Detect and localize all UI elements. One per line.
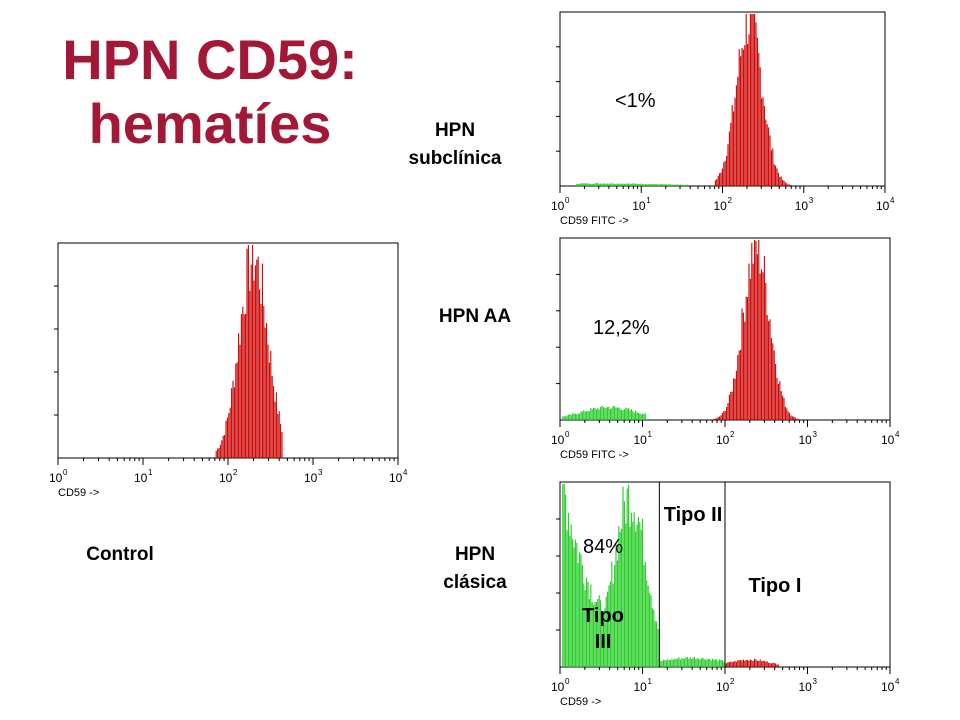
x-axis-label: CD59 ->: [560, 696, 601, 708]
slide-title: HPN CD59: hematíes: [40, 28, 380, 156]
x-tick-exponent: 1: [148, 468, 153, 477]
x-tick-label: 10: [634, 680, 648, 694]
x-tick-exponent: 1: [648, 430, 653, 439]
label-clasica: HPN clásica: [410, 541, 540, 597]
plot-frame: [559, 11, 886, 187]
x-tick-exponent: 2: [233, 468, 238, 477]
x-tick-label: 10: [881, 433, 895, 447]
label-aa: HPN AA: [438, 306, 512, 327]
x-tick-label: 10: [304, 471, 318, 485]
x-tick-exponent: 0: [565, 196, 570, 205]
percentage-annotation: <1%: [615, 90, 656, 112]
x-tick-label: 10: [389, 471, 403, 485]
x-tick-exponent: 1: [646, 196, 651, 205]
x-tick-exponent: 3: [809, 196, 814, 205]
x-tick-exponent: 4: [895, 430, 900, 439]
gate-label: Tipo I: [749, 575, 802, 597]
x-tick-label: 10: [49, 471, 63, 485]
x-tick-label: 10: [551, 199, 565, 213]
plot-frame: [57, 242, 399, 459]
x-tick-exponent: 4: [890, 196, 895, 205]
gate-label: Tipo II: [664, 504, 723, 526]
x-tick-label: 10: [634, 433, 648, 447]
x-axis-label: CD59 ->: [58, 487, 99, 499]
x-tick-label: 10: [551, 680, 565, 694]
x-tick-label: 10: [716, 433, 730, 447]
x-tick-label: 10: [632, 199, 646, 213]
gate-label: Tipo: [582, 605, 624, 627]
x-tick-exponent: 0: [565, 430, 570, 439]
x-tick-exponent: 0: [63, 468, 68, 477]
x-tick-exponent: 1: [648, 677, 653, 686]
x-tick-label: 10: [714, 199, 728, 213]
label-subclinica-line2: subclínica: [408, 148, 502, 169]
percentage-annotation: 84%: [583, 536, 623, 558]
percentage-annotation: 12,2%: [593, 317, 650, 339]
x-tick-exponent: 0: [565, 677, 570, 686]
x-axis-label: CD59 FITC ->: [560, 449, 629, 461]
x-tick-label: 10: [799, 680, 813, 694]
title-line-1: HPN CD59:: [62, 28, 358, 91]
x-tick-exponent: 2: [730, 430, 735, 439]
x-tick-exponent: 4: [403, 468, 408, 477]
label-clasica-line2: clásica: [443, 572, 507, 593]
x-tick-exponent: 2: [730, 677, 735, 686]
label-clasica-line1: HPN: [454, 544, 496, 565]
x-tick-label: 10: [799, 433, 813, 447]
x-tick-exponent: 3: [813, 430, 818, 439]
title-line-2: hematíes: [88, 92, 332, 155]
x-tick-label: 10: [551, 433, 565, 447]
x-tick-label: 10: [795, 199, 809, 213]
label-subclinica-line1: HPN: [434, 120, 476, 141]
x-tick-label: 10: [716, 680, 730, 694]
x-tick-exponent: 3: [813, 677, 818, 686]
x-tick-label: 10: [881, 680, 895, 694]
label-subclinica: HPN subclínica: [390, 117, 520, 173]
gate-label: III: [595, 631, 612, 653]
x-tick-label: 10: [219, 471, 233, 485]
x-tick-label: 10: [876, 199, 890, 213]
label-control: Control: [86, 544, 154, 565]
x-tick-exponent: 3: [318, 468, 323, 477]
x-tick-exponent: 2: [728, 196, 733, 205]
x-axis-label: CD59 FITC ->: [560, 215, 629, 227]
x-tick-exponent: 4: [895, 677, 900, 686]
x-tick-label: 10: [134, 471, 148, 485]
